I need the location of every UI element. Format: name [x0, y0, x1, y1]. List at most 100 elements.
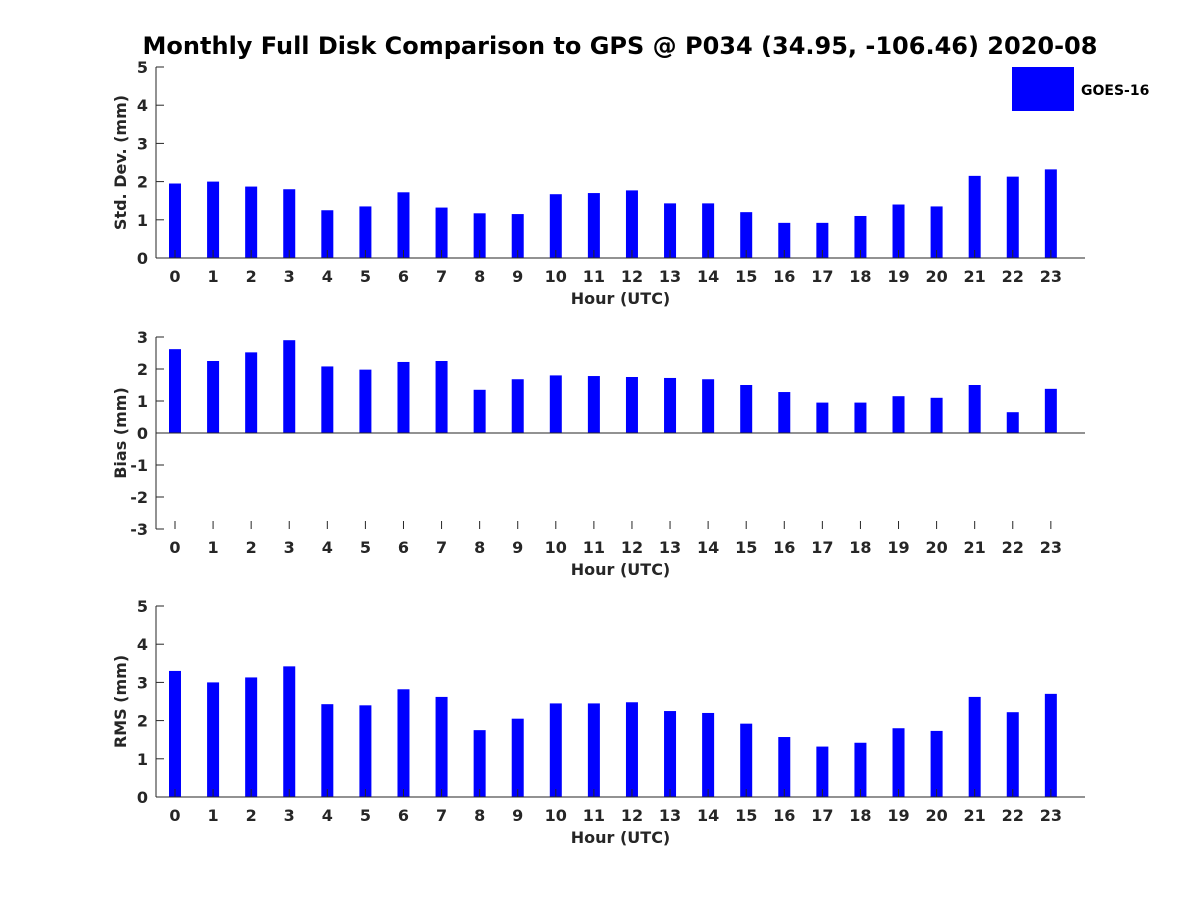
std-x-tick-label: 13	[659, 267, 681, 286]
std-bar	[664, 203, 677, 258]
std-bar	[321, 210, 334, 258]
rms-bar	[587, 703, 600, 797]
bias-x-tick-label: 6	[398, 538, 409, 557]
rms-bar	[968, 696, 981, 797]
std-bar	[473, 213, 486, 258]
std-bar	[435, 207, 448, 258]
std-x-tick-label: 3	[284, 267, 295, 286]
rms-x-tick-label: 6	[398, 806, 409, 825]
rms-y-axis-label: RMS (mm)	[111, 655, 130, 748]
bias-x-tick-label: 22	[1002, 538, 1024, 557]
bias-x-tick-label: 11	[583, 538, 605, 557]
bias-bar	[778, 392, 791, 433]
std-bar	[549, 194, 562, 258]
bias-bar	[702, 379, 715, 433]
std-bar	[359, 206, 372, 258]
std-bar	[930, 206, 943, 258]
bias-x-tick-label: 12	[621, 538, 643, 557]
rms-y-tick-label: 2	[137, 712, 148, 731]
std-y-tick-label: 1	[137, 211, 148, 230]
std-x-tick-label: 6	[398, 267, 409, 286]
bias-bar	[549, 375, 562, 433]
bias-x-tick-label: 3	[284, 538, 295, 557]
rms-bar	[702, 712, 715, 797]
bias-x-tick-label: 9	[512, 538, 523, 557]
bias-x-tick-label: 17	[811, 538, 833, 557]
bias-bar	[283, 340, 296, 433]
rms-bar	[930, 730, 943, 797]
bias-y-tick-label: -2	[130, 488, 148, 507]
std-bar	[625, 190, 638, 258]
rms-x-tick-label: 12	[621, 806, 643, 825]
legend: GOES-16	[1012, 67, 1149, 111]
rms-y-tick-label: 4	[137, 635, 148, 654]
rms-y-tick-label: 0	[137, 788, 148, 807]
bias-y-tick-label: 2	[137, 360, 148, 379]
std-x-tick-label: 9	[512, 267, 523, 286]
rms-x-tick-label: 20	[925, 806, 947, 825]
std-bar	[816, 222, 829, 258]
rms-bar	[321, 704, 334, 797]
bias-bar	[359, 369, 372, 433]
rms-bar	[816, 746, 829, 797]
bias-x-tick-label: 20	[925, 538, 947, 557]
std-bar	[587, 193, 600, 258]
rms-bar	[207, 682, 220, 797]
std-y-axis-label: Std. Dev. (mm)	[111, 95, 130, 230]
std-x-tick-label: 23	[1040, 267, 1062, 286]
rms-x-tick-label: 0	[169, 806, 180, 825]
rms-y-tick-label: 1	[137, 750, 148, 769]
bias-bar	[625, 377, 638, 433]
bias-x-axis-label: Hour (UTC)	[571, 560, 671, 579]
rms-bar	[283, 666, 296, 797]
rms-x-tick-label: 17	[811, 806, 833, 825]
bias-bar	[169, 349, 181, 433]
rms-bar	[854, 742, 867, 797]
std-x-tick-label: 15	[735, 267, 757, 286]
rms-bar	[740, 723, 753, 797]
rms-bar	[359, 705, 372, 797]
std-bar	[778, 222, 791, 258]
bias-x-tick-label: 4	[322, 538, 333, 557]
std-x-tick-label: 17	[811, 267, 833, 286]
bias-bar	[435, 361, 448, 433]
bias-bar	[1044, 388, 1057, 433]
std-y-tick-label: 5	[137, 58, 148, 77]
rms-x-tick-label: 22	[1002, 806, 1024, 825]
std-bar	[397, 192, 410, 258]
rms-x-tick-label: 9	[512, 806, 523, 825]
std-bar	[245, 186, 258, 258]
bias-y-tick-label: -3	[130, 520, 148, 539]
bias-y-tick-label: 0	[137, 424, 148, 443]
rms-bar	[664, 711, 677, 797]
rms-x-tick-label: 23	[1040, 806, 1062, 825]
bias-x-tick-label: 1	[208, 538, 219, 557]
rms-x-tick-label: 3	[284, 806, 295, 825]
std-x-tick-label: 0	[169, 267, 180, 286]
rms-x-tick-label: 1	[208, 806, 219, 825]
std-x-tick-label: 18	[849, 267, 871, 286]
std-x-tick-label: 5	[360, 267, 371, 286]
bias-x-tick-label: 2	[246, 538, 257, 557]
std-x-axis-label: Hour (UTC)	[571, 289, 671, 308]
std-x-tick-label: 22	[1002, 267, 1024, 286]
rms-x-tick-label: 15	[735, 806, 757, 825]
std-bar	[207, 181, 220, 258]
bias-x-tick-label: 13	[659, 538, 681, 557]
rms-x-tick-label: 8	[474, 806, 485, 825]
bias-x-tick-label: 15	[735, 538, 757, 557]
std-x-tick-label: 11	[583, 267, 605, 286]
rms-x-tick-label: 14	[697, 806, 719, 825]
std-bar	[511, 214, 524, 258]
std-x-tick-label: 12	[621, 267, 643, 286]
std-x-tick-label: 4	[322, 267, 333, 286]
bias-bar	[854, 402, 867, 433]
rms-x-tick-label: 10	[545, 806, 567, 825]
rms-y-tick-label: 5	[137, 597, 148, 616]
std-bar	[1044, 169, 1057, 258]
rms-bar	[169, 670, 181, 797]
bias-x-tick-label: 16	[773, 538, 795, 557]
